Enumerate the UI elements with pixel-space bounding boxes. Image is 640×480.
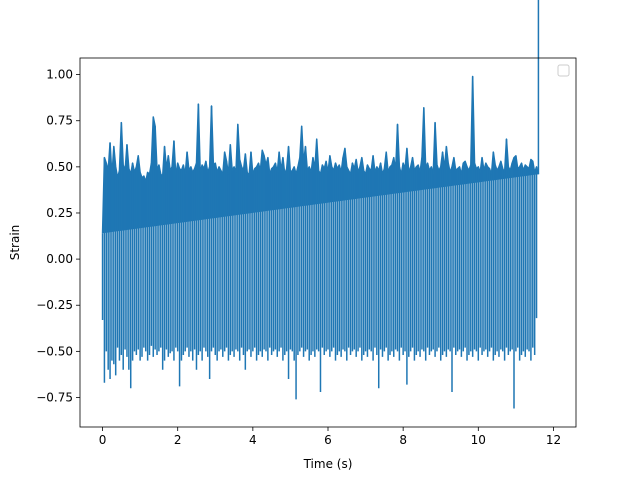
legend-box [557, 64, 570, 77]
x-axis-ticks: 0 2 4 6 8 10 12 [99, 427, 561, 447]
plot-area [101, 0, 540, 409]
x-tick-label: 12 [546, 433, 561, 447]
x-tick-label: 0 [99, 433, 107, 447]
y-tick-label: 0.75 [46, 114, 73, 128]
x-tick-label: 4 [249, 433, 257, 447]
x-tick-label: 10 [471, 433, 486, 447]
x-tick-label: 8 [399, 433, 407, 447]
y-axis-label: Strain [8, 225, 22, 261]
y-tick-label: 0.00 [46, 252, 73, 266]
y-tick-label: 0.25 [46, 206, 73, 220]
y-tick-label: −0.75 [36, 390, 73, 404]
x-axis-label: Time (s) [303, 457, 353, 471]
y-axis-ticks: −0.75 −0.50 −0.25 0.00 0.25 0.50 0.75 1.00 [36, 68, 80, 404]
series-layer [101, 0, 540, 409]
y-tick-label: −0.25 [36, 298, 73, 312]
x-tick-label: 6 [324, 433, 332, 447]
y-tick-label: −0.50 [36, 344, 73, 358]
y-tick-label: 1.00 [46, 68, 73, 82]
y-tick-label: 0.50 [46, 160, 73, 174]
x-tick-label: 2 [174, 433, 182, 447]
